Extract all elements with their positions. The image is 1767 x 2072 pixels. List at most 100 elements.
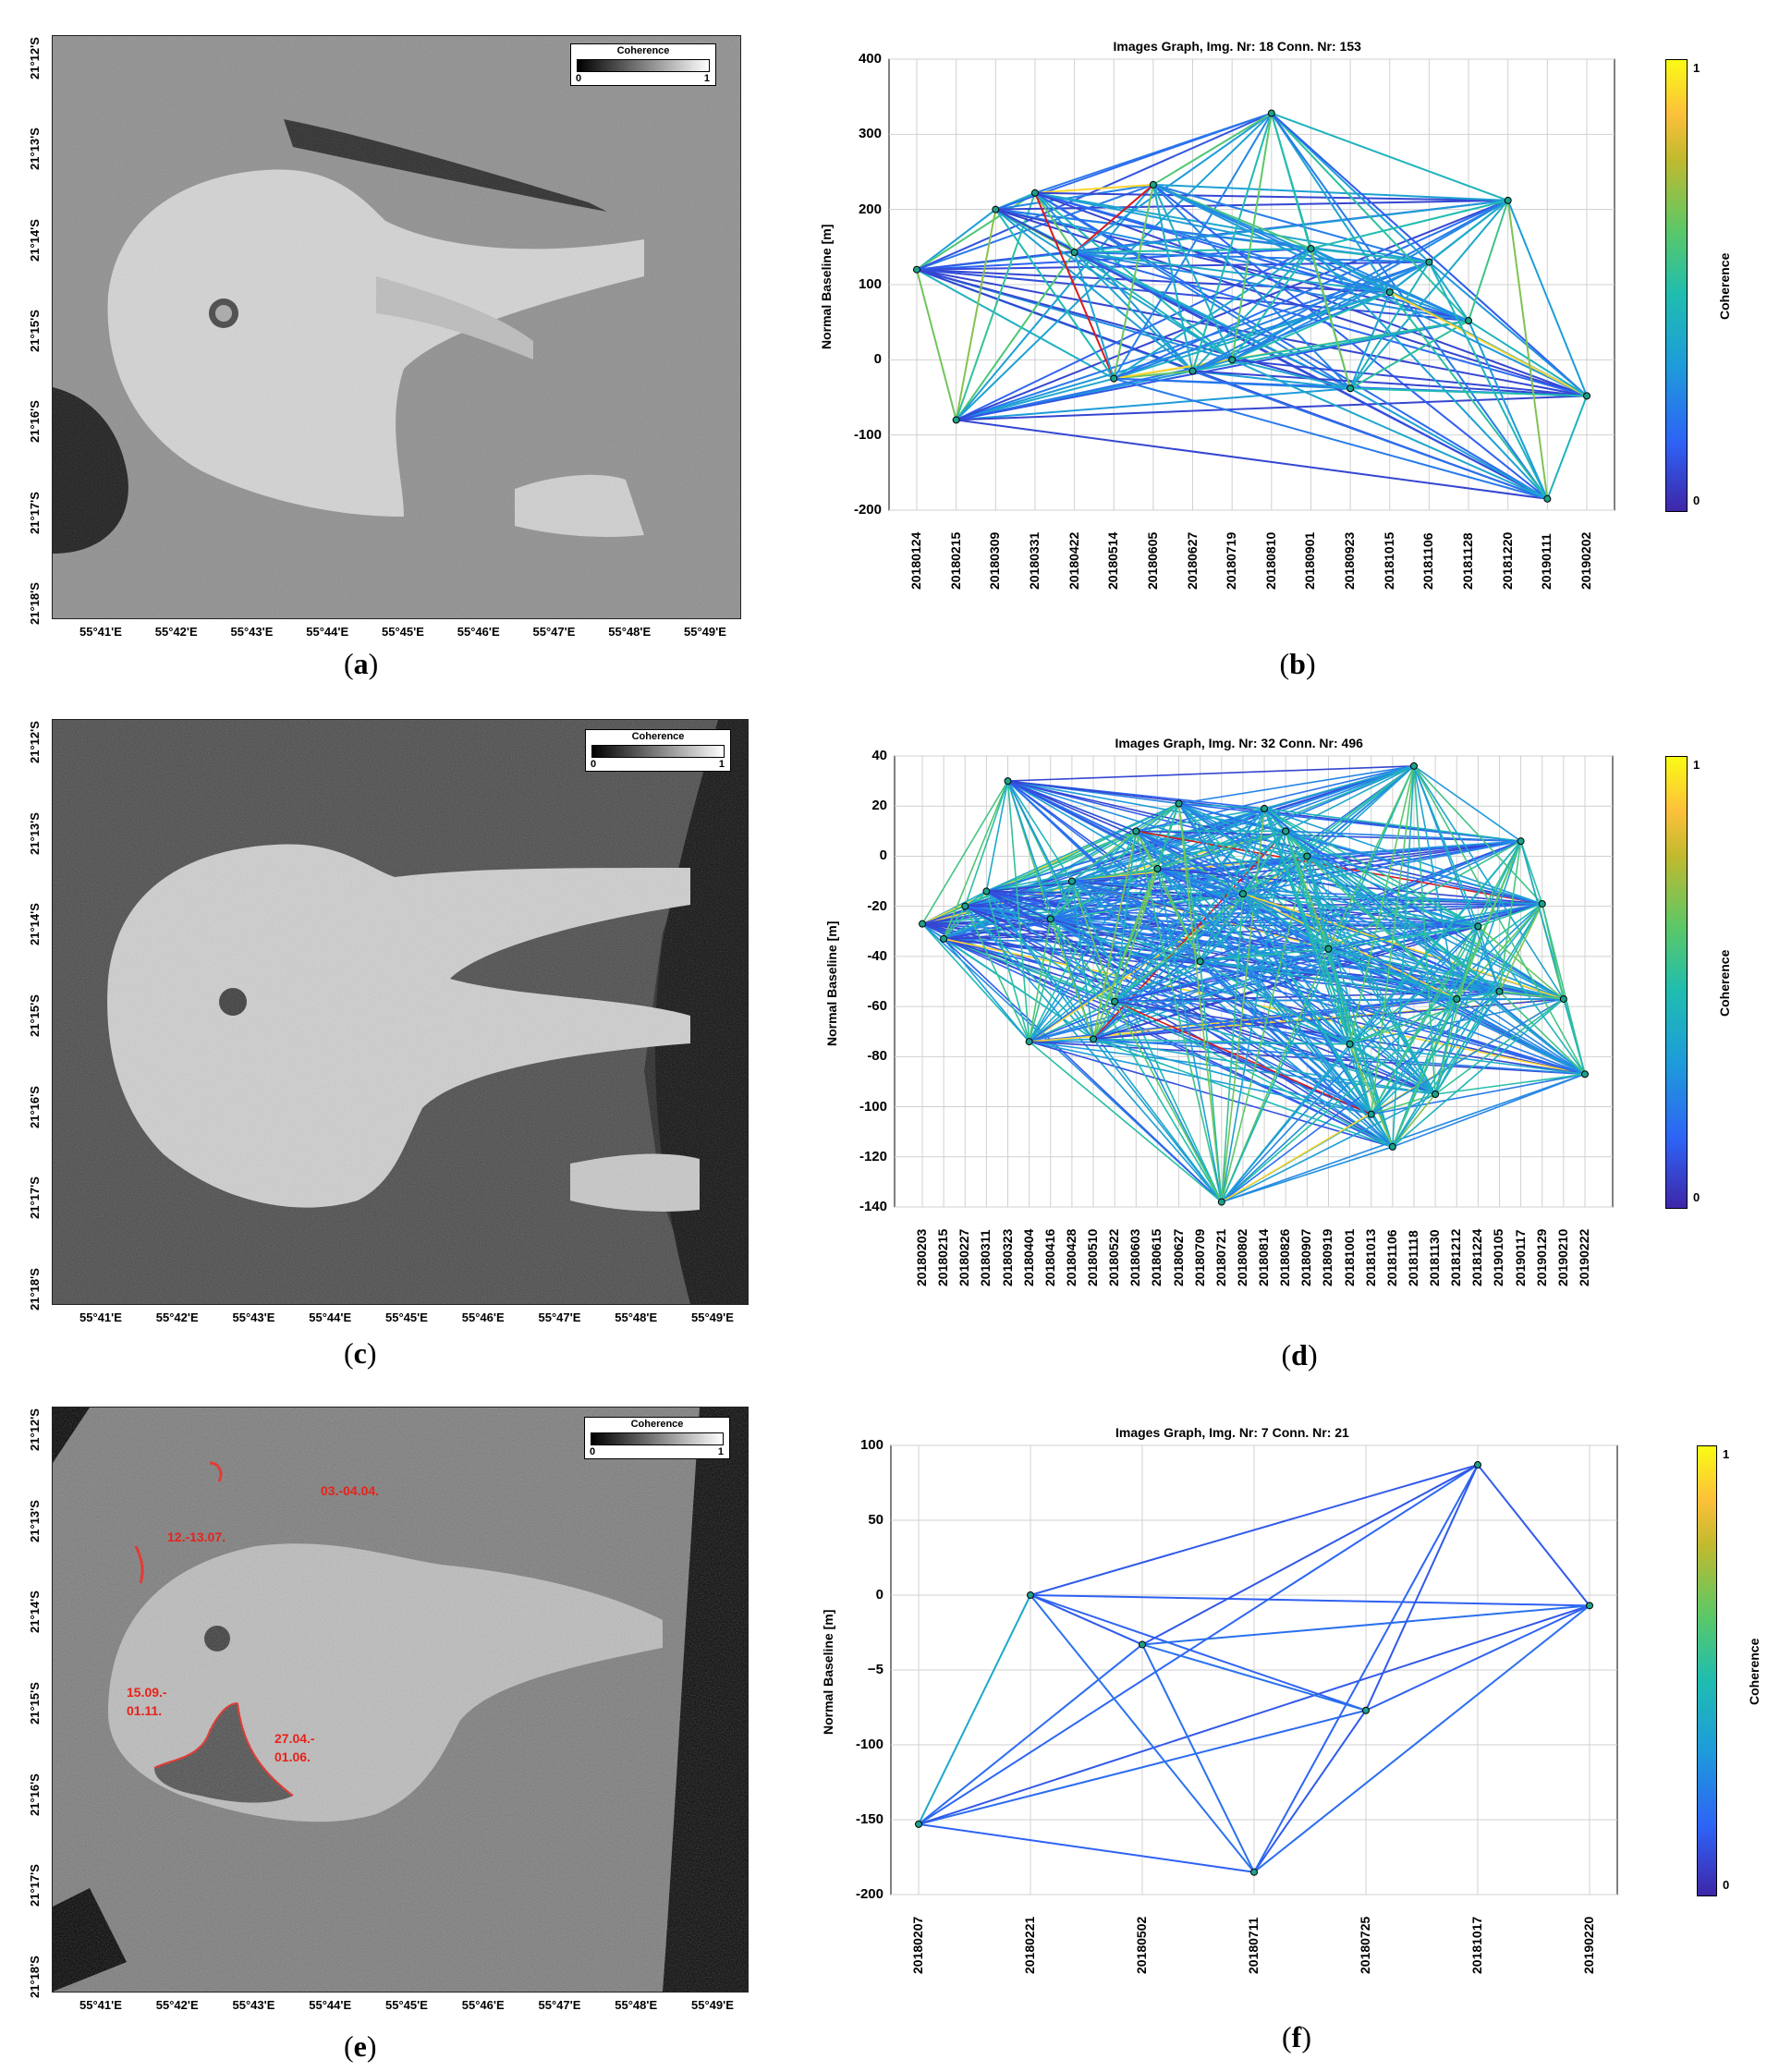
interferogram-connection: [1221, 1093, 1436, 1203]
interferogram-connection: [1271, 112, 1431, 263]
interferogram-connection: [1200, 960, 1564, 1000]
acquisition-point: [913, 265, 920, 274]
interferogram-connection: [1034, 191, 1508, 201]
interferogram-connection: [964, 906, 1030, 1042]
interferogram-connection: [1428, 200, 1509, 263]
interferogram-connection: [943, 938, 1030, 1042]
interferogram-connection: [1242, 893, 1586, 1076]
x-tick-label: 20180422: [1066, 531, 1081, 590]
interferogram-connection: [1192, 261, 1430, 372]
lon-tick-label: 55°47'E: [538, 1998, 581, 2012]
acquisition-point: [1196, 957, 1204, 966]
baseline-graph-d: Images Graph, Img. Nr: 32 Conn. Nr: 496 N…: [776, 702, 1767, 1386]
interferogram-connection: [1563, 998, 1586, 1075]
interferogram-connection: [1506, 200, 1588, 396]
lon-tick-label: 55°46'E: [461, 1998, 505, 2012]
y-tick-label: -100: [859, 1098, 887, 1115]
acquisition-point: [1583, 392, 1590, 400]
interferogram-connection: [1050, 918, 1094, 1040]
legend-min: 0: [591, 759, 597, 770]
interferogram-connection: [1071, 765, 1415, 883]
eruption-label-jun: 01.06.: [274, 1749, 311, 1764]
x-tick-label: 20180826: [1277, 1228, 1293, 1286]
acquisition-point: [919, 920, 926, 928]
acquisition-point: [1324, 945, 1333, 953]
y-tick-label: -200: [855, 1886, 884, 1902]
interferogram-connection: [1200, 765, 1415, 962]
x-tick-label: 20190202: [1578, 531, 1593, 590]
interferogram-connection: [1371, 840, 1522, 1115]
interferogram-connection: [1328, 947, 1500, 993]
interferogram-connection: [1141, 1464, 1479, 1646]
interferogram-connection: [1468, 200, 1509, 322]
x-tick-label: 20180814: [1256, 1228, 1272, 1286]
interferogram-connection: [1199, 808, 1265, 962]
interferogram-connection: [1074, 112, 1273, 253]
lat-tick-label: 21°17'S: [28, 1176, 42, 1220]
interferogram-connection: [1434, 840, 1522, 1095]
x-tick-label: 20180603: [1127, 1228, 1143, 1286]
interferogram-connection: [1050, 893, 1244, 920]
interferogram-connection: [921, 923, 1030, 1042]
colorbar-max-label: 1: [1723, 1447, 1730, 1461]
interferogram-connection: [1327, 765, 1415, 950]
interferogram-connection: [1242, 808, 1265, 895]
interferogram-connection: [1392, 998, 1565, 1148]
x-tick-label: 20180810: [1262, 531, 1278, 590]
interferogram-connection: [1253, 1464, 1479, 1873]
interferogram-connection: [1074, 251, 1548, 500]
interferogram-connection: [1006, 780, 1073, 882]
interferogram-connection: [1073, 184, 1154, 253]
lat-tick-label: 21°16'S: [28, 1773, 42, 1816]
interferogram-connection: [1413, 765, 1522, 842]
x-tick-label: 20180919: [1320, 1228, 1335, 1286]
interferogram-connection: [1034, 191, 1351, 390]
y-tick-label: −5: [867, 1662, 884, 1677]
interferogram-connection: [1263, 808, 1500, 993]
lat-tick-label: 21°12'S: [28, 1408, 42, 1451]
x-tick-label: 20180215: [935, 1228, 951, 1286]
interferogram-connection: [1135, 802, 1179, 833]
caption-f: (f): [1282, 2020, 1311, 2054]
interferogram-connection: [1231, 248, 1312, 360]
interferogram-connection: [1477, 926, 1501, 993]
interferogram-connection: [1389, 291, 1588, 397]
x-tick-label: 20180802: [1234, 1228, 1249, 1286]
interferogram-connection: [1006, 781, 1030, 1042]
x-tick-label: 20180510: [1085, 1228, 1101, 1286]
interferogram-connection: [1221, 831, 1286, 1202]
acquisition-point: [915, 1820, 922, 1828]
lon-tick-label: 55°41'E: [79, 1310, 122, 1324]
interferogram-connection: [956, 261, 1430, 421]
legend-max: 1: [717, 1446, 724, 1457]
acquisition-point: [1175, 799, 1183, 808]
x-tick-label: 20180323: [999, 1228, 1015, 1286]
x-tick-label: 20180227: [957, 1228, 972, 1286]
legend-max: 1: [703, 73, 710, 84]
interferogram-connection: [1071, 880, 1394, 1148]
interferogram-connection: [1114, 960, 1201, 1003]
acquisition-point: [1282, 827, 1290, 835]
interferogram-connection: [1271, 112, 1509, 201]
interferogram-connection: [1030, 1594, 1590, 1607]
lat-tick-label: 21°14'S: [28, 218, 42, 262]
interferogram-connection: [1071, 881, 1223, 1202]
interferogram-connection: [1506, 200, 1549, 499]
interferogram-connection: [1200, 960, 1394, 1148]
interferogram-connection: [1135, 831, 1223, 1202]
acquisition-point: [1030, 189, 1039, 197]
acquisition-point: [1132, 827, 1140, 835]
interferogram-connection: [1253, 1604, 1590, 1873]
colorbar-max-label: 1: [1693, 61, 1700, 75]
lat-tick-label: 21°14'S: [28, 1591, 42, 1634]
interferogram-connection: [1349, 903, 1543, 1045]
interferogram-connection: [1152, 184, 1234, 360]
interferogram-connection: [918, 1643, 1143, 1825]
coherence-legend-c: Coherence 0 1: [585, 729, 731, 772]
lon-tick-label: 55°48'E: [615, 1998, 658, 2012]
interferogram-connection: [916, 268, 1390, 294]
interferogram-connection: [918, 1822, 1255, 1873]
x-tick-label: 20180428: [1063, 1228, 1078, 1286]
x-tick-label: 20180923: [1342, 531, 1358, 590]
interferogram-connection: [1413, 765, 1458, 1000]
